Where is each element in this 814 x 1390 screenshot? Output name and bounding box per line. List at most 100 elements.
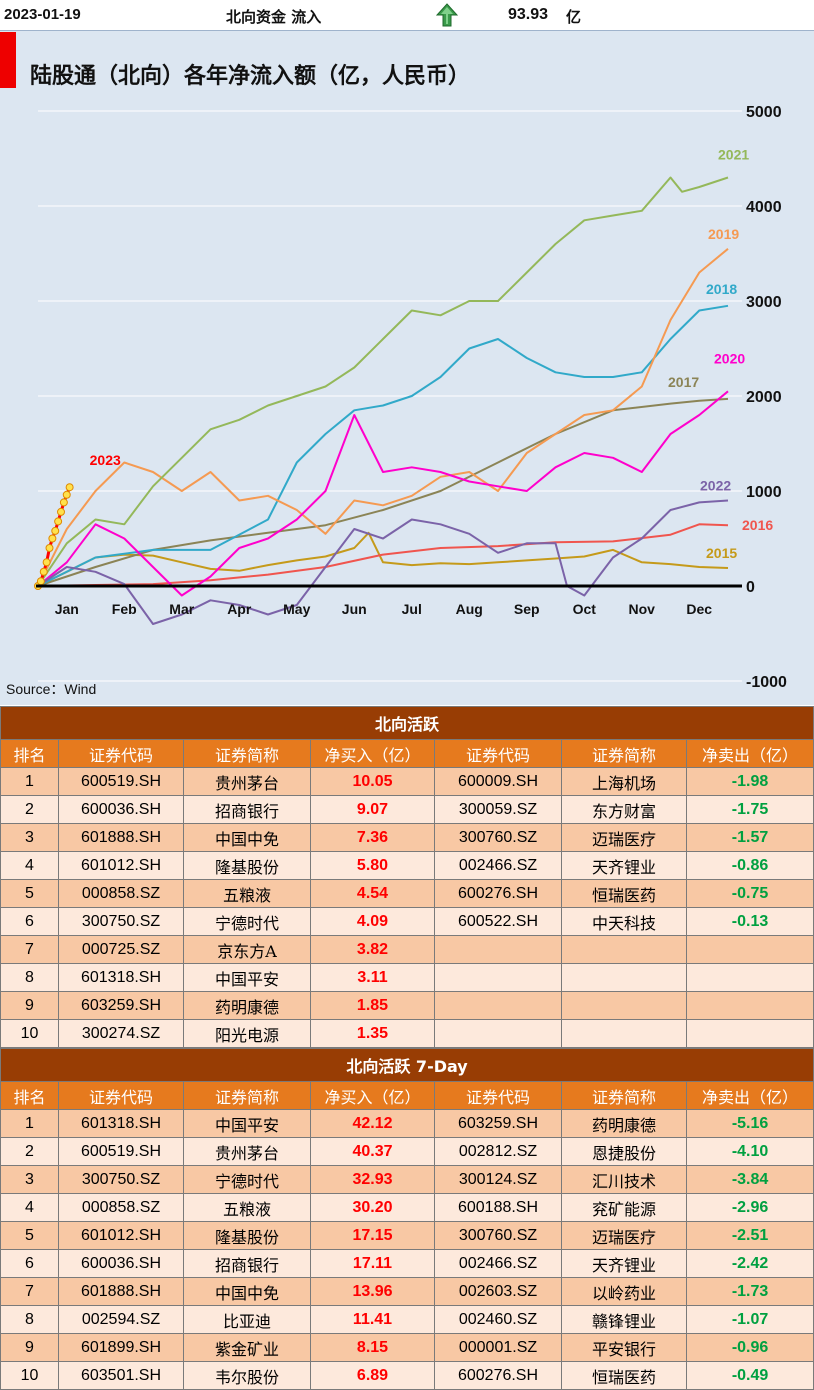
- series-line-2021: [37, 176, 729, 587]
- rank-cell: 4: [0, 1193, 59, 1222]
- buy-name-cell: 招商银行: [183, 1249, 311, 1278]
- sell-name-cell: 迈瑞医疗: [561, 1221, 687, 1250]
- net-buy-cell: 40.37: [310, 1137, 435, 1166]
- table-row: 5 000858.SZ 五粮液 4.54 600276.SH 恒瑞医药 -0.75: [0, 879, 814, 908]
- series-label-2022: 2022: [700, 478, 731, 494]
- sell-name-cell: 恒瑞医药: [561, 879, 687, 908]
- buy-name-cell: 比亚迪: [183, 1305, 311, 1334]
- buy-name-cell: 五粮液: [183, 879, 311, 908]
- series-line-2018: [37, 304, 729, 587]
- net-buy-cell: 3.11: [310, 963, 435, 992]
- buy-code-cell: 000858.SZ: [58, 1193, 184, 1222]
- series-label-2018: 2018: [706, 281, 737, 297]
- y-tick-label: 3000: [746, 294, 782, 311]
- series-line-2015: [37, 531, 729, 587]
- rank-cell: 1: [0, 1109, 59, 1138]
- buy-name-cell: 中国中免: [183, 823, 311, 852]
- net-sell-cell: -1.57: [685, 823, 814, 852]
- x-tick-label: Jul: [402, 601, 422, 617]
- table-row: 3 601888.SH 中国中免 7.36 300760.SZ 迈瑞医疗 -1.57: [0, 823, 814, 852]
- rank-cell: 6: [0, 1249, 59, 1278]
- net-buy-cell: 1.85: [310, 991, 435, 1020]
- rank-cell: 9: [0, 991, 59, 1020]
- header-unit: 亿: [566, 8, 582, 26]
- rank-cell: 10: [0, 1361, 59, 1390]
- net-sell-cell: -0.96: [685, 1333, 814, 1362]
- series-label-2020: 2020: [714, 350, 745, 366]
- sell-name-cell: 汇川技术: [561, 1165, 687, 1194]
- table-row: 3 300750.SZ 宁德时代 32.93 300124.SZ 汇川技术 -3.84: [0, 1165, 814, 1194]
- up-arrow-icon: [436, 3, 458, 27]
- table-row: 2 600519.SH 贵州茅台 40.37 002812.SZ 恩捷股份 -4.10: [0, 1137, 814, 1166]
- sell-code-cell: 600188.SH: [434, 1193, 562, 1222]
- rank-cell: 7: [0, 935, 59, 964]
- net-buy-cell: 3.82: [310, 935, 435, 964]
- buy-name-cell: 中国中免: [183, 1277, 311, 1306]
- buy-name-cell: 招商银行: [183, 795, 311, 824]
- net-sell-cell: -2.42: [685, 1249, 814, 1278]
- y-tick-label: 4000: [746, 199, 782, 216]
- net-sell-cell: -5.16: [685, 1109, 814, 1138]
- sell-code-cell: 300760.SZ: [434, 1221, 562, 1250]
- net-buy-cell: 5.80: [310, 851, 435, 880]
- sell-name-cell: 药明康德: [561, 1109, 687, 1138]
- line-chart: 2015 2016 2017 2018 2019 2020 2021 2022 2023 500…: [6, 104, 787, 697]
- net-sell-cell: -2.96: [685, 1193, 814, 1222]
- series-point-2023: [65, 483, 74, 492]
- x-tick-label: Jan: [55, 601, 79, 617]
- series-point-2023: [48, 534, 57, 543]
- series-point-2023: [62, 490, 71, 499]
- table-row: 10 300274.SZ 阳光电源 1.35: [0, 1019, 814, 1048]
- net-buy-cell: 9.07: [310, 795, 435, 824]
- rank-cell: 8: [0, 963, 59, 992]
- buy-code-cell: 000725.SZ: [58, 935, 184, 964]
- buy-name-cell: 药明康德: [183, 991, 311, 1020]
- net-sell-cell: -1.07: [685, 1305, 814, 1334]
- series-point-2023: [42, 558, 51, 567]
- rank-cell: 5: [0, 879, 59, 908]
- net-buy-cell: 10.05: [310, 767, 435, 796]
- sell-name-cell: 以岭药业: [561, 1277, 687, 1306]
- y-tick-label: 5000: [746, 104, 782, 121]
- series-label-2023: 2023: [90, 452, 121, 468]
- title-accent-bar: [0, 32, 16, 88]
- sell-code-cell: 002466.SZ: [434, 1249, 562, 1278]
- net-sell-cell: -2.51: [685, 1221, 814, 1250]
- column-header: 排名: [0, 1081, 59, 1110]
- table-row: 1 601318.SH 中国平安 42.12 603259.SH 药明康德 -5.16: [0, 1109, 814, 1138]
- buy-name-cell: 紫金矿业: [183, 1333, 311, 1362]
- sell-code-cell: [434, 1019, 562, 1048]
- net-sell-cell: -1.73: [685, 1277, 814, 1306]
- tables-area: 北向活跃 排名 证券代码 证券简称 净买入（亿） 证券代码 证券简称 净卖出（亿） 1 6005…: [0, 706, 814, 1390]
- net-sell-cell: -0.86: [685, 851, 814, 880]
- buy-code-cell: 600036.SH: [58, 795, 184, 824]
- rank-cell: 9: [0, 1333, 59, 1362]
- sell-code-cell: 300059.SZ: [434, 795, 562, 824]
- table-title: 北向活跃 7-Day: [0, 1048, 814, 1082]
- buy-code-cell: 603259.SH: [58, 991, 184, 1020]
- x-tick-label: Mar: [169, 601, 194, 617]
- rank-cell: 8: [0, 1305, 59, 1334]
- net-sell-cell: [685, 1019, 814, 1048]
- net-sell-cell: -3.84: [685, 1165, 814, 1194]
- buy-code-cell: 600519.SH: [58, 1137, 184, 1166]
- column-header: 证券代码: [434, 1081, 562, 1110]
- net-buy-cell: 6.89: [310, 1361, 435, 1390]
- buy-name-cell: 宁德时代: [183, 1165, 311, 1194]
- chart-source: Source：Wind: [6, 681, 96, 697]
- sell-code-cell: 600009.SH: [434, 767, 562, 796]
- northbound-active-table: 北向活跃 排名 证券代码 证券简称 净买入（亿） 证券代码 证券简称 净卖出（亿） 1 6005…: [0, 706, 814, 1048]
- rank-cell: 1: [0, 767, 59, 796]
- series-point-2023: [57, 507, 65, 516]
- sell-name-cell: 上海机场: [561, 767, 687, 796]
- buy-code-cell: 600519.SH: [58, 767, 184, 796]
- table-row: 4 601012.SH 隆基股份 5.80 002466.SZ 天齐锂业 -0.86: [0, 851, 814, 880]
- sell-name-cell: [561, 963, 687, 992]
- series-line-2017: [37, 397, 729, 587]
- buy-code-cell: 600036.SH: [58, 1249, 184, 1278]
- x-tick-label: Feb: [112, 601, 137, 617]
- series-label-2021: 2021: [718, 147, 749, 163]
- sell-name-cell: 兖矿能源: [561, 1193, 687, 1222]
- net-buy-cell: 32.93: [310, 1165, 435, 1194]
- table-row: 7 601888.SH 中国中免 13.96 002603.SZ 以岭药业 -1.73: [0, 1277, 814, 1306]
